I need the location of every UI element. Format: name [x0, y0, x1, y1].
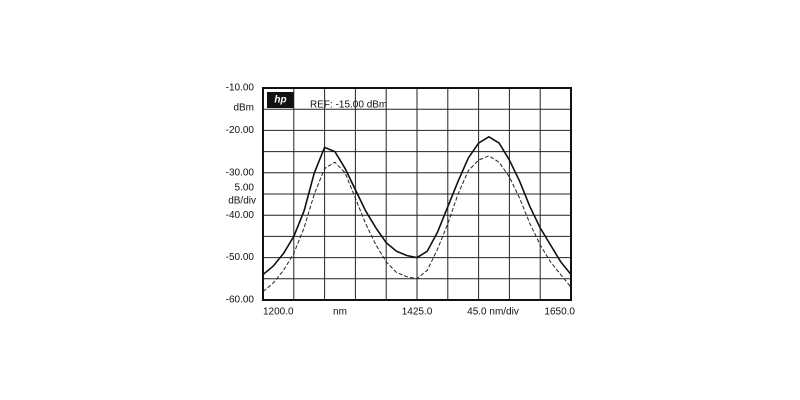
x-tick-label: 1425.0: [402, 307, 433, 318]
y-div-unit: dB/div: [228, 196, 256, 207]
y-tick-label: -40.00: [226, 210, 255, 221]
x-unit: nm: [333, 307, 347, 318]
x-tick-label: 1200.0: [263, 307, 294, 318]
series-line: [262, 135, 572, 276]
y-unit: dBm: [233, 103, 254, 114]
logo-box: [267, 92, 294, 108]
logo: hp: [274, 95, 286, 106]
x-tick-label: 1650.0: [544, 307, 575, 318]
y-tick-label: -50.00: [226, 252, 255, 263]
y-tick-label: -30.00: [226, 167, 255, 178]
x-div: 45.0 nm/div: [467, 307, 519, 318]
y-tick-label: -10.00: [226, 83, 255, 94]
y-div: 5.00: [235, 183, 255, 194]
plot-frame: [262, 87, 572, 301]
series-line: [262, 155, 572, 292]
y-tick-label: -60.00: [226, 295, 255, 306]
ref-label: REF: -15.00 dBm: [310, 100, 387, 111]
y-tick-label: -20.00: [226, 125, 255, 136]
